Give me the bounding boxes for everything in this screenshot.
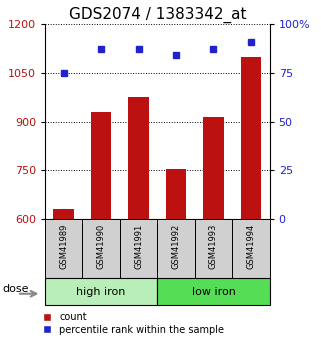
Bar — [241, 57, 261, 219]
Text: high iron: high iron — [76, 287, 126, 296]
Bar — [157, 219, 195, 278]
Text: GSM41991: GSM41991 — [134, 224, 143, 269]
Bar — [45, 278, 157, 305]
Text: GSM41990: GSM41990 — [97, 224, 106, 269]
Bar — [166, 169, 186, 219]
Text: GSM41993: GSM41993 — [209, 224, 218, 269]
Bar — [157, 278, 270, 305]
Bar — [45, 219, 82, 278]
Text: dose: dose — [2, 284, 29, 294]
Bar — [120, 219, 157, 278]
Text: low iron: low iron — [192, 287, 235, 296]
Bar — [91, 112, 111, 219]
Bar — [128, 97, 149, 219]
Text: GSM41992: GSM41992 — [171, 224, 180, 269]
Legend: count, percentile rank within the sample: count, percentile rank within the sample — [37, 312, 224, 335]
Bar — [232, 219, 270, 278]
Bar — [203, 117, 224, 219]
Bar — [195, 219, 232, 278]
Text: GSM41989: GSM41989 — [59, 224, 68, 269]
Text: GSM41994: GSM41994 — [247, 224, 256, 269]
Bar — [53, 209, 74, 219]
Bar — [82, 219, 120, 278]
Title: GDS2074 / 1383342_at: GDS2074 / 1383342_at — [69, 7, 246, 23]
